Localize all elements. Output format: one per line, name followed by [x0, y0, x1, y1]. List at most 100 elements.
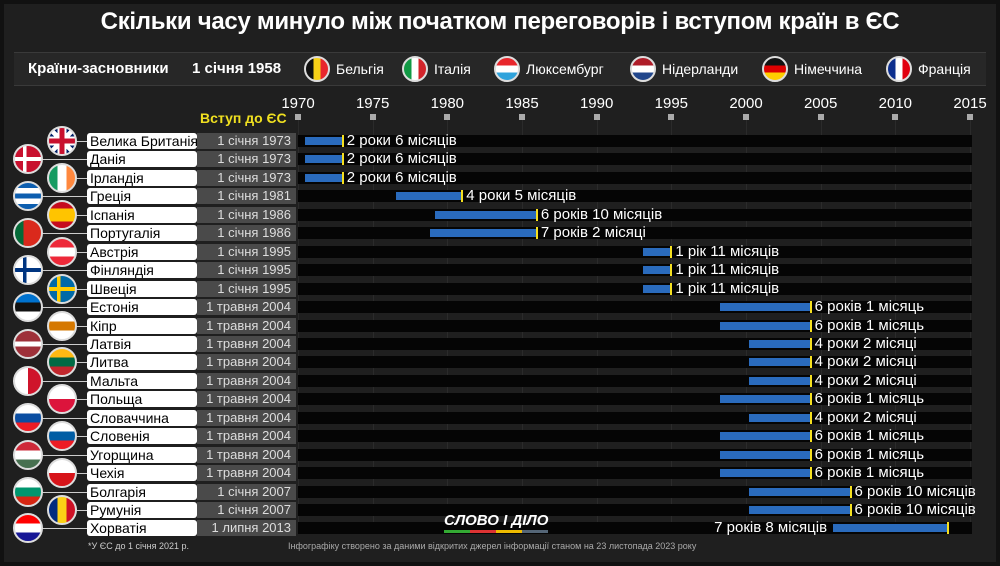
tick-mark: [892, 114, 899, 120]
table-row: Швеція 1 січня 1995 1 рік 11 місяців: [0, 280, 1000, 297]
country-name: Хорватія: [87, 520, 197, 537]
negotiation-bar: [642, 247, 672, 256]
join-date: 1 травня 2004: [197, 409, 296, 426]
table-row: Мальта 1 травня 2004 4 роки 2 місяці: [0, 371, 1000, 389]
join-date: 1 січня 1995: [197, 262, 296, 279]
negotiation-bar: [642, 284, 672, 293]
flag-icon: [47, 495, 77, 525]
duration-label: 6 років 1 місяць: [814, 390, 925, 408]
table-row: Словенія 1 травня 2004 6 років 1 місяць: [0, 427, 1000, 445]
founder-country: Італія: [402, 56, 471, 82]
duration-label: 6 років 1 місяць: [814, 445, 925, 463]
flag-icon: [13, 255, 43, 286]
flag-icon: [47, 310, 77, 341]
tick-mark: [743, 114, 749, 120]
flag-icon: [47, 236, 77, 267]
flag-connector: [75, 362, 87, 364]
founders-date: 1 січня 1958: [192, 60, 282, 77]
bar-track: [298, 282, 972, 295]
negotiation-bar: [748, 506, 851, 514]
tick-mark: [668, 114, 675, 120]
flag-icon: [494, 56, 520, 82]
join-date: 1 січня 1986: [197, 225, 296, 242]
flag-icon: [47, 273, 77, 304]
negotiation-bar: [305, 155, 343, 164]
flag-connector: [75, 141, 87, 142]
table-row: Кіпр 1 травня 2004 6 років 1 місяць: [0, 317, 1000, 334]
flag-icon: [47, 126, 77, 156]
tick-label: 1980: [430, 95, 465, 112]
join-marker: [341, 171, 344, 184]
flag-connector: [41, 196, 87, 198]
founder-name: Франція: [918, 61, 971, 77]
bar-track: [298, 171, 972, 184]
country-name: Польща: [87, 391, 197, 408]
join-marker: [670, 282, 673, 295]
negotiation-bar: [305, 173, 343, 182]
logo-text: СЛОВО І ДІЛО: [444, 512, 549, 529]
join-date: 1 травня 2004: [197, 299, 296, 316]
negotiation-bar: [719, 395, 811, 404]
flag-connector: [75, 214, 87, 216]
founder-country: Бельгія: [304, 56, 384, 82]
flag-icon: [47, 199, 77, 230]
negotiation-bar: [748, 339, 811, 348]
negotiation-bar: [719, 469, 811, 478]
table-row: Хорватія 1 липня 2013 7 років 8 місяців: [0, 519, 1000, 537]
duration-label: 4 роки 2 місяці: [814, 408, 917, 426]
tick-label: 2005: [803, 95, 838, 112]
flag-connector: [41, 343, 87, 345]
flag-icon: [13, 513, 43, 544]
flag-icon: [13, 181, 43, 212]
duration-label: 6 років 1 місяць: [814, 298, 925, 316]
founder-name: Італія: [434, 61, 471, 77]
tick-label: 2000: [729, 95, 763, 112]
founder-country: Люксембург: [494, 56, 604, 82]
country-name: Велика Британія*: [87, 133, 203, 149]
tick-mark: [519, 114, 525, 120]
join-date: 1 травня 2004: [197, 428, 296, 445]
flag-connector: [41, 159, 87, 161]
duration-label: 4 роки 5 місяців: [466, 187, 577, 205]
tick-mark: [593, 114, 600, 120]
bar-track: [298, 153, 972, 166]
table-row: Естонія 1 травня 2004 6 років 1 місяць: [0, 298, 1000, 316]
flag-connector: [41, 417, 87, 419]
flag-connector: [75, 399, 87, 401]
flag-icon: [47, 347, 77, 378]
negotiation-bar: [748, 358, 811, 367]
flag-connector: [75, 288, 87, 290]
table-row: Велика Британія* 1 січня 1973 2 роки 6 міс…: [0, 132, 1000, 149]
join-marker: [461, 190, 464, 203]
join-marker: [809, 393, 812, 406]
duration-label: 4 роки 2 місяці: [814, 371, 917, 389]
table-row: Словаччина 1 травня 2004 4 роки 2 місяці: [0, 408, 1000, 426]
country-name: Фінляндія: [87, 262, 197, 279]
tick-label: 1970: [281, 95, 315, 112]
tick-label: 1985: [505, 95, 539, 112]
duration-label: 7 років 8 місяців: [714, 519, 828, 537]
negotiation-bar: [748, 487, 851, 496]
duration-label: 4 роки 2 місяці: [814, 334, 917, 352]
table-row: Данія 1 січня 1973 2 роки 6 місяців: [0, 150, 1000, 168]
join-marker: [809, 356, 812, 369]
flag-connector: [41, 307, 87, 309]
table-row: Австрія 1 січня 1995 1 рік 11 місяців: [0, 243, 1000, 260]
flag-connector: [41, 380, 87, 382]
negotiation-bar: [719, 432, 811, 441]
table-row: Греція 1 січня 1981 4 роки 5 місяців: [0, 187, 1000, 205]
negotiation-bar: [833, 524, 948, 533]
negotiation-bar: [305, 137, 343, 145]
join-marker: [535, 208, 538, 221]
join-marker: [946, 522, 949, 535]
join-marker: [341, 135, 344, 147]
flag-icon: [13, 365, 43, 396]
table-row: Литва 1 травня 2004 4 роки 2 місяці: [0, 353, 1000, 371]
logo: СЛОВО І ДІЛО: [444, 512, 549, 533]
duration-label: 6 років 10 місяців: [854, 501, 976, 518]
join-date: 1 травня 2004: [197, 354, 296, 371]
negotiation-bar: [396, 192, 463, 201]
founders-bar: Країни-засновники 1 січня 1958 Бельгія Іт…: [14, 52, 986, 86]
duration-label: 2 роки 6 місяців: [346, 132, 457, 149]
flag-icon: [13, 144, 43, 175]
